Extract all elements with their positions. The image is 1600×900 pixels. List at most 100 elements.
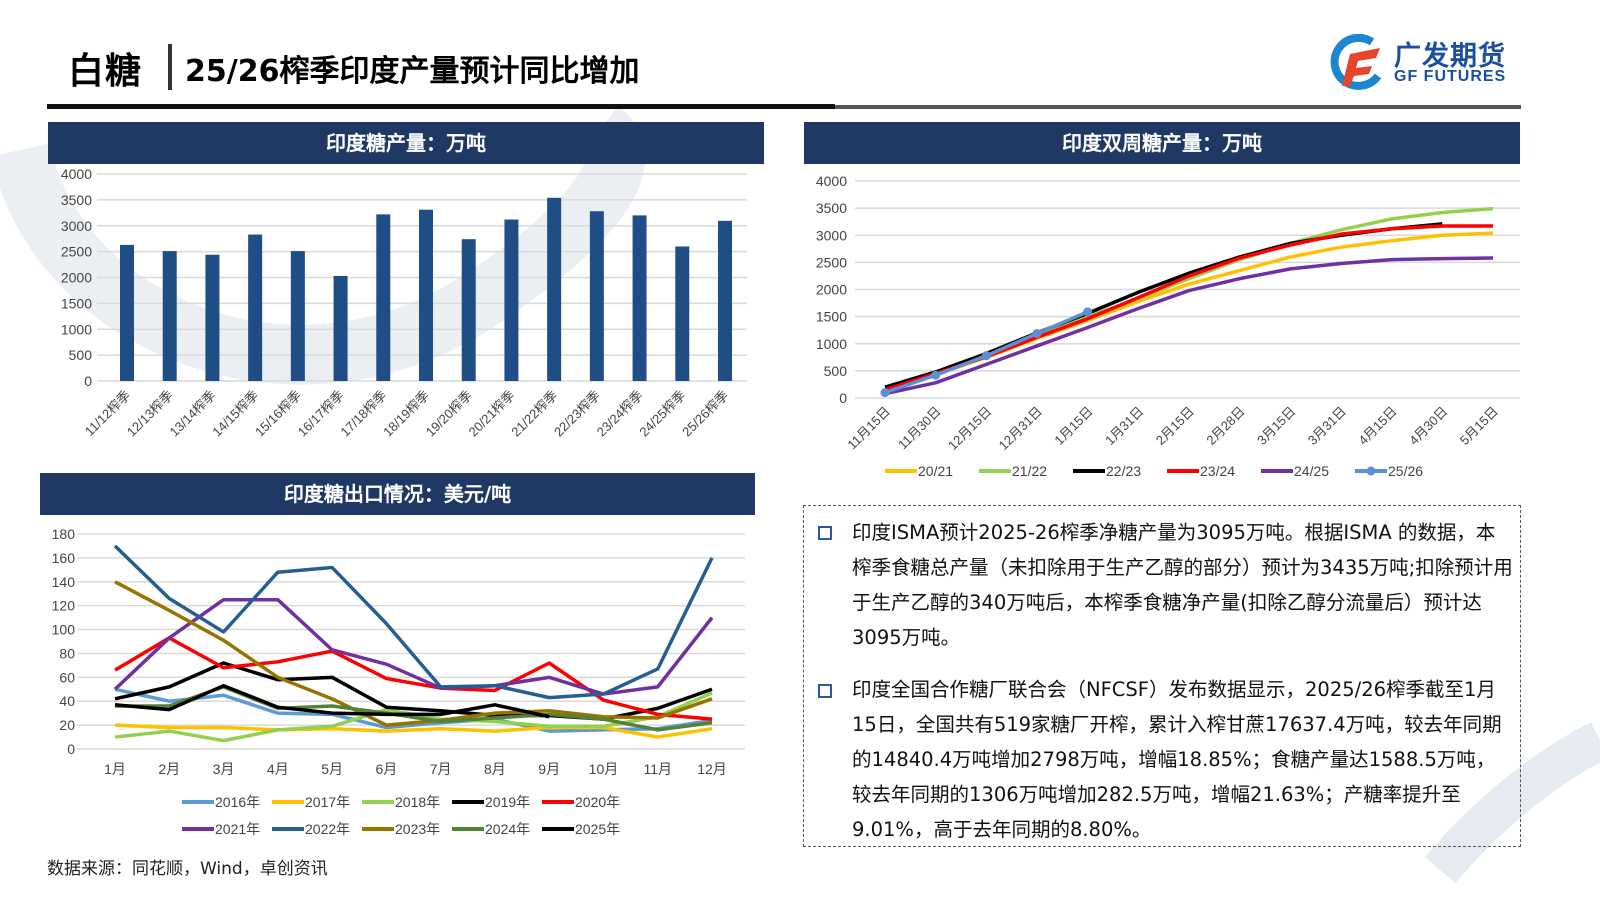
x-tick-label: 3月 [213, 761, 235, 777]
y-tick-label: 100 [52, 622, 76, 638]
y-tick-label: 3000 [816, 227, 847, 243]
legend-label: 21/22 [1012, 463, 1047, 479]
bar-21/22榨季 [547, 197, 562, 381]
x-tick-label: 8月 [484, 761, 506, 777]
legend-label: 2016年 [215, 794, 260, 810]
data-point-25/26 [880, 388, 890, 398]
y-tick-label: 60 [59, 669, 75, 685]
x-tick-label: 1月31日 [1102, 404, 1146, 448]
y-tick-label: 4000 [816, 173, 847, 189]
note-nfcsf: 印度全国合作糖厂联合会（NFCSF）发布数据显示，2025/26榨季截至1月15… [852, 678, 1502, 841]
bullet-square-icon [818, 526, 832, 540]
export-chart-title: 印度糖出口情况：美元/吨 [40, 473, 755, 515]
series-line-2017年 [114, 723, 713, 739]
y-tick-label: 2500 [816, 254, 847, 270]
bar-19/20榨季 [461, 239, 476, 381]
x-tick-label: 2月15日 [1153, 404, 1197, 448]
y-tick-label: 500 [824, 363, 848, 379]
x-tick-label: 25/26榨季 [679, 388, 731, 440]
bar-13/14榨季 [205, 254, 220, 381]
y-tick-label: 20 [59, 717, 75, 733]
page-title: 25/26榨季印度产量预计同比增加 [185, 54, 640, 89]
y-tick-label: 120 [52, 598, 76, 614]
y-tick-label: 3500 [816, 200, 847, 216]
x-tick-label: 11月 [643, 761, 672, 777]
bar-11/12榨季 [120, 244, 134, 381]
gf-futures-logo: 广发期货 GF FUTURES [1328, 33, 1528, 90]
y-tick-label: 1000 [816, 336, 847, 352]
bar-17/18榨季 [376, 214, 391, 381]
bar-15/16榨季 [290, 251, 305, 381]
bar-24/25榨季 [675, 246, 690, 381]
series-line-2020年 [114, 636, 713, 721]
x-tick-label: 5月 [321, 761, 343, 777]
bar-14/15榨季 [248, 234, 263, 381]
x-tick-label: 2月 [158, 761, 180, 777]
y-tick-label: 0 [839, 390, 847, 406]
series-line-2022年 [113, 544, 714, 700]
y-tick-label: 80 [59, 645, 75, 661]
header-rule-gray [835, 105, 1521, 109]
notes-box: 印度ISMA预计2025-26榨季净糖产量为3095万吨。根据ISMA 的数据，… [803, 505, 1521, 847]
y-tick-label: 2500 [61, 244, 92, 260]
note-isma: 印度ISMA预计2025-26榨季净糖产量为3095万吨。根据ISMA 的数据，… [852, 521, 1513, 649]
x-tick-label: 1月 [104, 761, 126, 777]
production-chart-title: 印度糖产量：万吨 [48, 122, 764, 164]
x-tick-label: 1月15日 [1051, 404, 1095, 448]
x-tick-label: 11月30日 [895, 404, 944, 453]
legend-label: 2024年 [485, 821, 530, 837]
section-title: 白糖 [68, 51, 143, 92]
legend-label: 2019年 [485, 794, 530, 810]
x-tick-label: 11月15日 [844, 404, 893, 453]
bar-18/19榨季 [419, 209, 433, 381]
y-tick-label: 3500 [61, 192, 92, 208]
legend-label: 2020年 [575, 794, 620, 810]
x-tick-label: 3月15日 [1254, 404, 1298, 448]
y-tick-label: 2000 [61, 270, 92, 286]
logo-text-cn: 广发期货 [1394, 41, 1506, 72]
series-line-2025年 [114, 683, 550, 719]
y-tick-label: 160 [52, 550, 76, 566]
legend-label: 22/23 [1106, 463, 1141, 479]
legend-label: 20/21 [918, 463, 953, 479]
y-tick-label: 1500 [61, 295, 92, 311]
y-tick-label: 40 [59, 693, 75, 709]
x-tick-label: 9月 [538, 761, 560, 777]
bar-22/23榨季 [589, 211, 604, 381]
data-point-25/26 [931, 370, 941, 380]
y-tick-label: 180 [52, 526, 76, 542]
x-tick-label: 7月 [430, 761, 452, 777]
bar-20/21榨季 [504, 219, 519, 381]
bullet-square-icon [818, 684, 832, 698]
y-tick-label: 2000 [816, 282, 847, 298]
x-tick-label: 2月28日 [1203, 404, 1247, 448]
bar-25/26榨季 [718, 220, 732, 381]
x-tick-label: 12月31日 [996, 404, 1045, 453]
y-tick-label: 4000 [61, 166, 92, 182]
series-line-2021年 [113, 597, 714, 696]
bar-16/17榨季 [333, 275, 348, 381]
legend-label: 2022年 [305, 821, 350, 837]
legend-label: 25/26 [1388, 463, 1423, 479]
header-rule [47, 104, 835, 109]
title-divider [168, 44, 172, 90]
y-tick-label: 1500 [816, 309, 847, 325]
series-line-23/24 [884, 224, 1493, 392]
x-tick-label: 12月 [697, 761, 727, 777]
gf-logo-icon [1330, 33, 1382, 90]
data-point-25/26 [1083, 307, 1093, 317]
legend-label: 24/25 [1294, 463, 1329, 479]
legend-label: 2021年 [215, 821, 260, 837]
x-tick-label: 4月 [267, 761, 289, 777]
biweekly-chart-title: 印度双周糖产量：万吨 [804, 122, 1520, 164]
legend-marker [1366, 466, 1376, 476]
x-tick-label: 5月15日 [1457, 404, 1501, 448]
x-tick-label: 10月 [589, 761, 619, 777]
data-point-25/26 [1032, 328, 1042, 338]
y-tick-label: 1000 [61, 321, 92, 337]
x-tick-label: 4月15日 [1355, 404, 1399, 448]
x-tick-label: 4月30日 [1406, 404, 1450, 448]
x-tick-label: 3月31日 [1305, 404, 1349, 448]
